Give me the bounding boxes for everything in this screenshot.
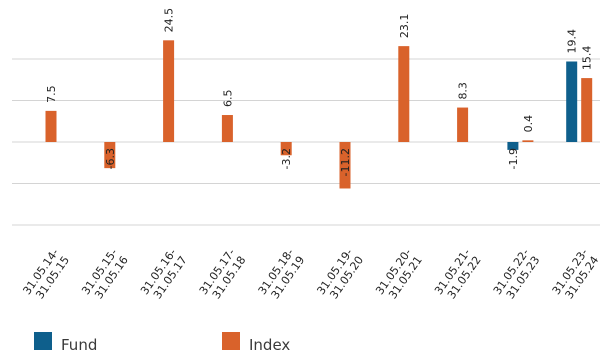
value-label: 23.1	[398, 14, 411, 39]
legend-label-index: Index	[249, 336, 291, 354]
bar-fund	[566, 61, 578, 142]
legend-item-fund: Fund	[34, 331, 98, 354]
value-label: 8.3	[457, 82, 470, 100]
x-tick-label: 31.05.16-31.05.17	[138, 246, 190, 304]
legend-swatch-index	[222, 332, 240, 350]
value-label: 15.4	[581, 46, 594, 71]
bar-fund	[507, 142, 519, 150]
x-tick-label: 31.05.22-31.05.23	[491, 246, 543, 304]
bar-index	[398, 46, 410, 143]
x-tick-label: 31.05.19-31.05.20	[314, 246, 366, 304]
bar-index	[104, 142, 116, 169]
x-tick-label: 31.05.17-31.05.18	[197, 246, 249, 304]
bar-index	[163, 40, 175, 143]
x-tick-label: 31.05.23-31.05.24	[550, 246, 600, 304]
value-label: -3.2	[280, 148, 293, 169]
bar-index	[45, 110, 57, 142]
value-label: 19.4	[566, 29, 579, 54]
value-label: 24.5	[163, 8, 176, 33]
x-tick-label: 31.05.18-31.05.19	[256, 246, 308, 304]
x-tick-label: 31.05.15-31.05.16	[79, 246, 131, 304]
value-label: 0.4	[522, 115, 535, 133]
x-tick-labels: 31.05.14-31.05.15 31.05.15-31.05.16 31.05.…	[20, 246, 600, 304]
bar-index	[280, 142, 292, 156]
value-label: -11.2	[339, 148, 352, 176]
bar-index	[522, 140, 534, 142]
value-labels: 7.5 -6.3 24.5 6.5 -3.2 -11.2 23.1 8.3 -1.9 0.4 19.…	[45, 8, 594, 177]
bar-index	[221, 115, 233, 142]
bar-index	[581, 78, 593, 142]
bar-index	[457, 107, 469, 142]
value-label: -6.3	[104, 148, 117, 169]
x-tick-label: 31.05.20-31.05.21	[373, 246, 425, 304]
legend-label-fund: Fund	[61, 336, 98, 354]
legend-swatch-fund	[34, 332, 52, 350]
value-label: 6.5	[221, 90, 234, 108]
bar-index	[339, 142, 351, 189]
x-tick-label: 31.05.21-31.05.22	[432, 246, 484, 304]
x-tick-label: 31.05.14-31.05.15	[20, 246, 72, 304]
value-label: 7.5	[45, 85, 58, 103]
legend-item-index: Index	[222, 331, 291, 354]
bars	[45, 40, 593, 189]
value-label: -1.9	[507, 148, 520, 169]
